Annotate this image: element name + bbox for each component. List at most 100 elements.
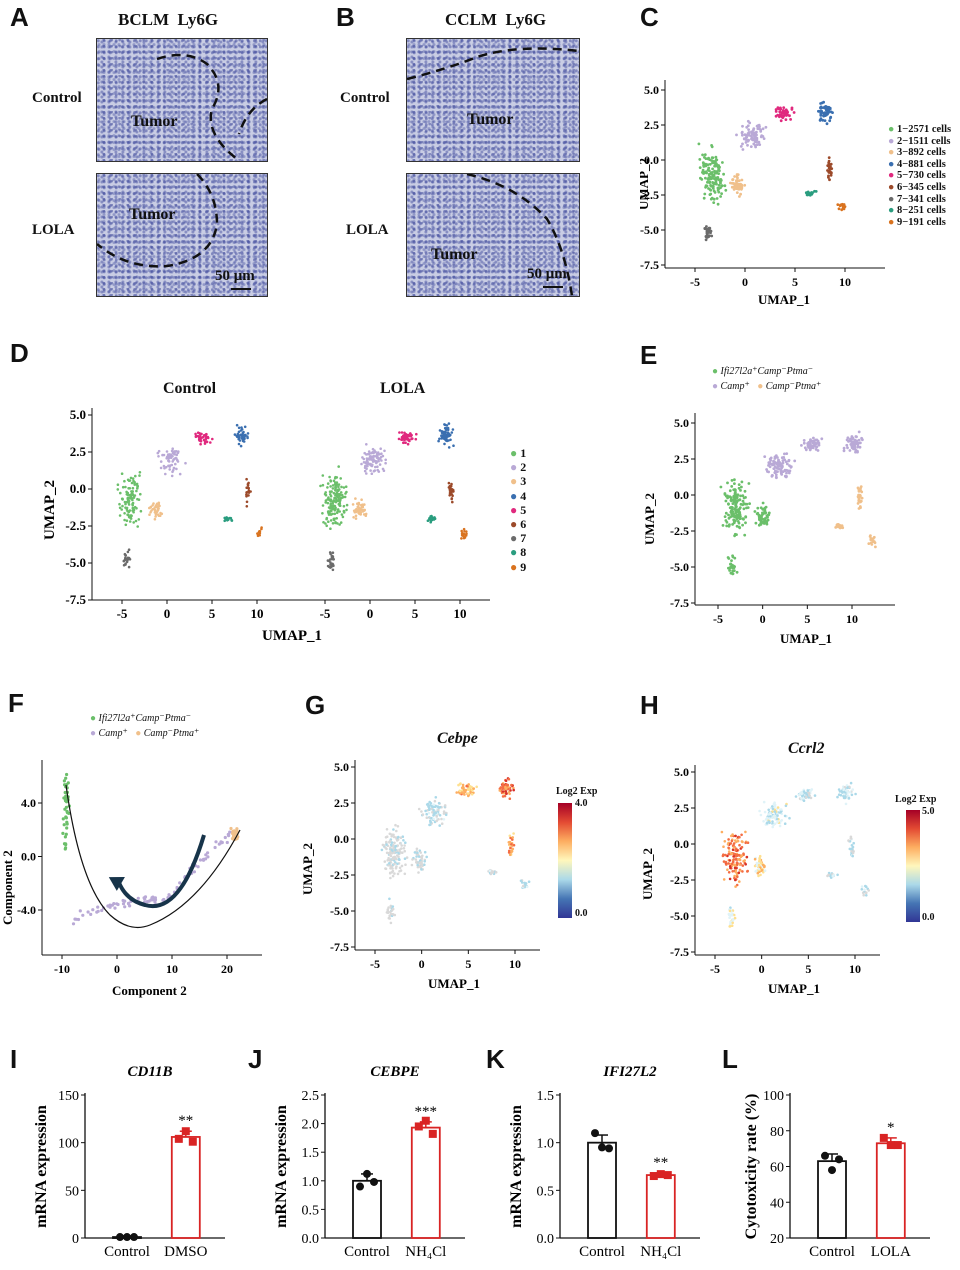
cluster-7-point — [326, 564, 330, 568]
cluster-4-point — [854, 792, 857, 796]
cluster-1-point — [393, 855, 397, 859]
cluster-1-point — [403, 849, 406, 853]
cluster-4-point — [237, 442, 241, 446]
cluster-5-point — [466, 792, 470, 795]
cluster-1-point — [730, 862, 734, 866]
data-point — [893, 1141, 902, 1150]
cluster-1-point — [138, 474, 141, 477]
cluster-9-point — [864, 891, 867, 894]
cluster-2-point — [381, 454, 385, 458]
cluster-1-point — [384, 836, 388, 839]
cluster-2-point — [168, 468, 171, 471]
cluster-1-point — [720, 192, 723, 195]
cluster-8-point — [831, 874, 835, 878]
x-tick-label: Control — [104, 1244, 150, 1260]
trajectory-arrow — [116, 834, 206, 909]
cluster-5-point — [194, 432, 197, 436]
cluster-1-point — [741, 499, 745, 503]
cluster-2-point — [780, 819, 784, 822]
cluster-5-point — [781, 111, 785, 114]
cluster-6-point — [829, 162, 833, 166]
cluster-8-point — [429, 519, 433, 523]
cluster-9-point — [258, 534, 261, 537]
cluster-9-point — [872, 535, 876, 539]
cluster-1-point — [704, 170, 708, 173]
cluster-4-point — [841, 790, 844, 794]
cluster-1-point — [385, 843, 388, 846]
cluster-2-point — [778, 460, 781, 464]
cluster-1-point — [338, 493, 342, 496]
cluster-3-point — [413, 851, 417, 854]
cluster-1-point — [727, 846, 730, 850]
cell-point — [61, 831, 65, 835]
cluster-5-point — [800, 444, 803, 447]
cluster-1-point — [116, 488, 120, 491]
cluster-1-point — [329, 479, 332, 482]
cluster-4-point — [449, 438, 452, 442]
cluster-1-point — [724, 499, 728, 503]
cluster-4-point — [858, 445, 862, 449]
cluster-1-point — [118, 506, 122, 510]
cluster-2-point — [771, 820, 774, 823]
cluster-4-point — [440, 434, 443, 437]
cluster-4-point — [443, 442, 446, 446]
cluster-4-point — [450, 431, 454, 434]
cluster-4-point — [848, 785, 851, 789]
y-tick-label: 2.5 — [334, 796, 349, 810]
cluster-2-point — [365, 457, 369, 460]
cluster-8-point — [432, 518, 436, 521]
cluster-6-point — [448, 491, 452, 495]
legend-f-item-3: Camp⁻Ptma⁺ — [143, 728, 200, 739]
x-axis-label: UMAP_1 — [262, 628, 322, 644]
cluster-3-point — [756, 506, 760, 510]
cluster-1-point — [709, 184, 713, 188]
cluster-7-point — [731, 921, 734, 925]
x-axis-label: UMAP_1 — [780, 631, 832, 646]
cluster-1-point — [324, 491, 328, 494]
cluster-1-point — [722, 845, 725, 848]
cluster-1-point — [741, 494, 745, 498]
bar-chart-l: Cytotoxicity rate (%) 20 40 60 80 100 Control L… — [743, 1089, 930, 1260]
cluster-1-point — [137, 518, 141, 521]
cluster-1-point — [397, 835, 400, 839]
cluster-2-point — [376, 465, 379, 468]
cluster-1-point — [722, 172, 725, 176]
cluster-3-point — [360, 498, 363, 501]
cluster-1-point — [385, 840, 388, 844]
cluster-3-point — [755, 864, 759, 867]
cluster-3-point — [766, 518, 770, 522]
cluster-6-point — [851, 845, 855, 849]
cluster-2-point — [165, 457, 168, 460]
cluster-4-point — [845, 789, 848, 792]
cluster-1-point — [127, 499, 131, 503]
cluster-8-point — [226, 517, 229, 521]
tumor-boundary — [97, 174, 219, 268]
cluster-4-point — [850, 793, 854, 797]
cluster-1-point — [120, 508, 123, 511]
cluster-3-point — [416, 865, 420, 869]
cluster-1-point — [394, 866, 398, 870]
cluster-1-point — [124, 502, 127, 506]
cluster-1-point — [704, 184, 708, 187]
cluster-4-point — [854, 449, 858, 452]
cluster-1-point — [723, 492, 727, 495]
cluster-1-point — [334, 488, 337, 492]
cluster-6-point — [857, 489, 861, 493]
panel-g-title: Cebpe — [437, 730, 478, 747]
cluster-4-point — [856, 445, 859, 449]
data-point — [181, 1127, 190, 1136]
cell-point — [153, 900, 157, 904]
cluster-2-point — [773, 455, 777, 459]
cluster-3-point — [351, 503, 355, 506]
cluster-1-point — [701, 171, 704, 174]
cluster-8-point — [494, 871, 498, 874]
cluster-1-point — [333, 500, 336, 503]
cluster-2-point — [170, 474, 174, 478]
cluster-1-point — [335, 484, 338, 487]
cluster-2-point — [772, 467, 776, 470]
cluster-1-point — [402, 847, 406, 850]
cluster-2-point — [776, 806, 780, 809]
cluster-9-point — [842, 207, 846, 211]
cluster-5-point — [810, 788, 814, 791]
bar-chart-k: IFI27L2 mRNA expression 0.0 0.5 1.0 1.5 Contro… — [508, 1064, 700, 1260]
